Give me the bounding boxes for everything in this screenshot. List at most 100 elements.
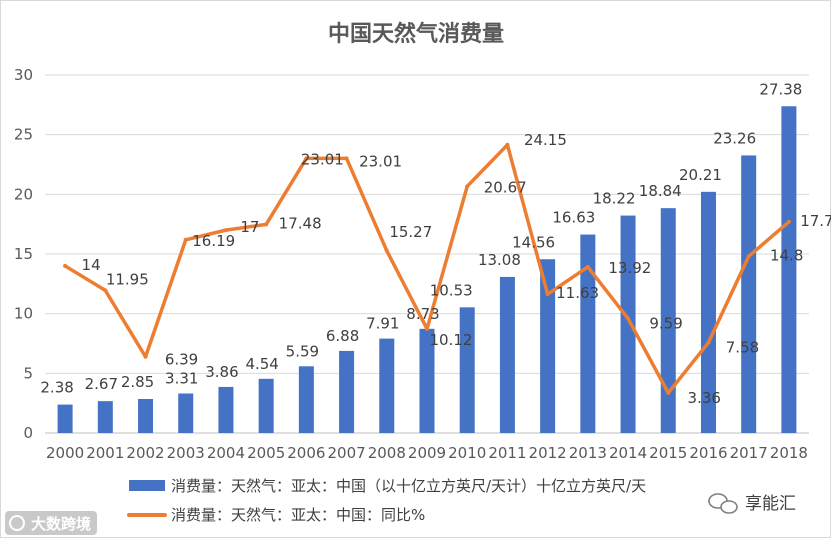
bar-data-label: 18.22 xyxy=(593,190,636,208)
x-tick-label: 2016 xyxy=(689,444,727,462)
line-data-label: 15.27 xyxy=(389,223,432,241)
x-tick-label: 2014 xyxy=(609,444,647,462)
bar-data-label: 10.53 xyxy=(430,281,473,299)
line-point[interactable] xyxy=(505,142,510,147)
x-tick-label: 2012 xyxy=(529,444,567,462)
bar[interactable] xyxy=(620,215,636,433)
x-tick-label: 2004 xyxy=(207,444,245,462)
bar-data-label: 16.63 xyxy=(552,209,595,227)
y-tick-label: 20 xyxy=(14,185,33,203)
y-tick-label: 30 xyxy=(14,66,33,84)
x-tick-label: 2001 xyxy=(86,444,124,462)
line-point[interactable] xyxy=(63,263,68,268)
x-tick-label: 2013 xyxy=(569,444,607,462)
bar[interactable] xyxy=(298,366,314,433)
x-tick-label: 2009 xyxy=(408,444,446,462)
bar-data-label: 2.38 xyxy=(40,379,73,397)
line-point[interactable] xyxy=(223,228,228,233)
y-tick-label: 0 xyxy=(23,424,33,442)
line-data-label: 23.01 xyxy=(359,152,402,170)
y-tick-label: 25 xyxy=(14,126,33,144)
line-data-label: 6.39 xyxy=(165,351,198,369)
legend-item-line[interactable]: 消费量：天然气：亚太：中国：同比% xyxy=(127,506,425,524)
bar[interactable] xyxy=(781,106,797,434)
line-point[interactable] xyxy=(626,316,631,321)
watermark-left-bg xyxy=(5,511,97,535)
line-point[interactable] xyxy=(143,354,148,359)
bar[interactable] xyxy=(540,259,556,433)
bar-series xyxy=(57,106,797,434)
x-tick-label: 2005 xyxy=(247,444,285,462)
line-data-label: 17.48 xyxy=(279,214,322,232)
line-point[interactable] xyxy=(666,390,671,395)
line-data-label: 7.58 xyxy=(726,339,759,357)
line-point[interactable] xyxy=(183,237,188,242)
bar[interactable] xyxy=(419,328,435,433)
x-tick-label: 2000 xyxy=(46,444,84,462)
legend-label-line: 消费量：天然气：亚太：中国：同比% xyxy=(171,506,425,524)
x-tick-label: 2010 xyxy=(448,444,486,462)
line-point[interactable] xyxy=(425,326,429,331)
x-tick-label: 2007 xyxy=(327,444,365,462)
bar[interactable] xyxy=(379,338,395,433)
x-tick-label: 2008 xyxy=(368,444,406,462)
line-data-label: 11.95 xyxy=(106,270,149,288)
gridlines xyxy=(45,74,809,434)
bar[interactable] xyxy=(258,378,274,433)
line-point[interactable] xyxy=(786,219,791,224)
data-labels: 2.38 2.67 2.85 3.31 3.86 4.54 5.59 6.88 7.91 8.73… xyxy=(40,80,831,407)
line-point[interactable] xyxy=(545,292,550,297)
legend-item-bar[interactable]: 消费量：天然气：亚太：中国（以十亿立方英尺/天计）十亿立方英尺/天 xyxy=(129,477,646,495)
bar-data-label: 18.84 xyxy=(639,182,682,200)
bar[interactable] xyxy=(178,393,194,433)
bar-data-label: 23.26 xyxy=(713,129,756,147)
line-data-label: 24.15 xyxy=(524,131,567,149)
bar[interactable] xyxy=(741,155,757,433)
line-data-label: 9.59 xyxy=(649,315,682,333)
y-tick-label: 10 xyxy=(14,305,33,323)
bar[interactable] xyxy=(339,350,355,433)
line-point[interactable] xyxy=(384,248,389,253)
bar[interactable] xyxy=(459,307,475,433)
bar-data-label: 14.56 xyxy=(512,233,555,251)
bar[interactable] xyxy=(499,276,515,433)
x-tick-label: 2015 xyxy=(649,444,687,462)
line-data-label: 17 xyxy=(240,218,259,236)
line-data-label: 10.12 xyxy=(430,331,473,349)
line-data-label: 23.01 xyxy=(301,150,344,168)
bar-data-label: 8.73 xyxy=(406,305,439,323)
line-point[interactable] xyxy=(264,222,269,227)
x-tick-label: 2006 xyxy=(287,444,325,462)
legend-label-bar: 消费量：天然气：亚太：中国（以十亿立方英尺/天计）十亿立方英尺/天 xyxy=(171,477,646,495)
bar[interactable] xyxy=(57,404,73,433)
bar[interactable] xyxy=(97,401,113,433)
line-data-label: 14 xyxy=(82,256,101,274)
legend-swatch-bar xyxy=(129,480,165,491)
bar[interactable] xyxy=(138,398,154,433)
watermark-logo-icon xyxy=(9,515,25,531)
x-tick-label: 2017 xyxy=(730,444,768,462)
bar-data-label: 4.54 xyxy=(245,355,278,373)
line-point[interactable] xyxy=(103,288,108,293)
line-point[interactable] xyxy=(344,156,349,161)
line-point[interactable] xyxy=(746,254,751,259)
bar[interactable] xyxy=(660,208,676,433)
line-point[interactable] xyxy=(585,264,590,269)
x-axis-ticks: 2000 2001 2002 2003 2004 2005 2006 2007 2008 2009… xyxy=(46,444,808,462)
bar[interactable] xyxy=(218,386,234,433)
watermark-left-text: 大数跨境 xyxy=(31,515,91,533)
line-series xyxy=(63,142,791,395)
bar[interactable] xyxy=(700,191,716,433)
x-tick-label: 2002 xyxy=(126,444,164,462)
y-axis-ticks: 0 5 10 15 20 25 30 xyxy=(14,66,33,442)
line-data-label: 20.67 xyxy=(484,178,527,196)
watermark-left: 大数跨境 xyxy=(5,511,97,535)
bar[interactable] xyxy=(580,234,596,433)
line-point[interactable] xyxy=(304,156,309,161)
line-point[interactable] xyxy=(465,184,470,189)
bar-data-label: 13.08 xyxy=(478,251,521,269)
line-point[interactable] xyxy=(706,340,711,345)
bar-data-label: 20.21 xyxy=(679,166,722,184)
